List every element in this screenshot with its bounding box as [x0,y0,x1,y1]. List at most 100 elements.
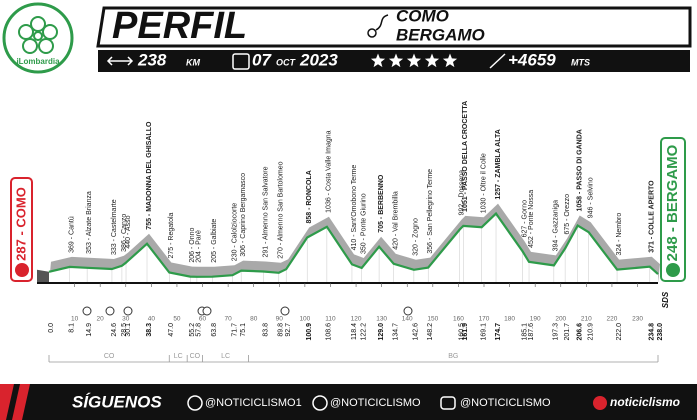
waypoint-label: 410 - Sant'Omobono Terme [351,165,358,251]
star [442,53,458,68]
waypoint-label: 452 - Ponte Nossa [528,190,535,248]
logo-flower [18,16,58,54]
x-tick-label: 30 [122,316,130,323]
km-label: 38.3 [146,323,153,337]
date-month: OCT [276,57,297,67]
brand-icon [593,396,607,410]
brand: noticiclismo [610,395,680,409]
logo-text: iLombardia [16,57,60,66]
km-label: 187.6 [528,323,535,341]
waypoint-label: 386 - Canzo [121,214,128,252]
km-label: 28.5 [121,323,128,337]
x-tick-label: 210 [581,316,592,323]
star [406,53,422,68]
x-tick-label: 220 [607,316,618,323]
rating [370,53,458,68]
waypoint-label: 324 - Nembro [616,213,623,256]
waypoint-label: 1036 - Costa Valle Imagna [326,130,333,212]
x-tick-label: 200 [555,316,566,323]
km-label: 234.8 [649,323,656,341]
km-label: 122.2 [361,323,368,341]
date-year: 2023 [299,50,338,69]
km-label: 174.7 [495,323,502,341]
region-label: LC [174,353,183,360]
route-to: BERGAMO [396,25,485,44]
x-tick-label: 90 [276,316,284,323]
logo-ring [2,2,74,74]
elevation-unit: MTS [571,57,590,67]
route-from: COMO [396,6,449,25]
footer-stripes [0,384,30,420]
social-handle: @NOTICICLISMO [460,397,551,409]
waypoint-label: 705 - BERBENNO [378,174,385,233]
km-label: 0.0 [48,323,55,333]
region-label: CO [104,353,115,360]
km-label: 118.4 [351,323,358,340]
start-label: 287 - COMO [13,187,28,261]
waypoint-label: 205 - Galbiate [211,219,218,263]
elevation-gain: +4659 [508,50,556,69]
social-icons [187,395,456,411]
waypoint-label: 291 - Almenno San Salvatore [262,166,269,257]
star [388,53,404,68]
footer-band [0,384,697,420]
waypoint-label: 353 - Alzate Brianza [86,191,93,254]
waypoint-label: 275 - Regatola [168,212,175,258]
x-tick-label: 170 [479,316,490,323]
distance: 238 [137,50,167,69]
waypoint-label: 627 - Gorno [521,200,528,237]
x-tick-label: 140 [402,316,413,323]
km-label: 134.7 [393,323,400,341]
x-tick-label: 70 [225,316,233,323]
start-wedge [37,269,49,283]
title-frame [96,6,692,48]
x-tick-label: 150 [427,316,438,323]
start-box [10,177,33,282]
start-icon [15,263,29,277]
km-label: 206.6 [576,323,583,341]
km-label: 57.8 [196,323,203,337]
waypoint-label: 1051 - PASSO DELLA CROCETTA [462,101,469,212]
km-label: 108.6 [326,323,333,341]
km-label: 161.9 [462,323,469,341]
date-day: 07 [252,50,272,69]
waypoint-label: 420 - Val Brembilla [393,191,400,250]
waypoint-label: 858 - RONCOLA [306,170,313,223]
km-label: 100.9 [306,323,313,341]
finish-box [660,137,686,282]
x-tick-label: 120 [351,316,362,323]
waypoint-label: 356 - San Pellegrino Terme [427,169,434,254]
waypoint-label: 204 - Parè [196,230,203,263]
km-label: 30.1 [125,323,132,337]
finish-label: 248 - BERGAMO [664,144,681,261]
waypoint-label: 270 - Almenno San Bartolomeo [278,161,285,258]
x-tick-label: 180 [504,316,515,323]
km-label: 142.6 [413,323,420,341]
km-label: 8.1 [69,323,76,333]
km-label: 201.7 [564,323,571,341]
x-tick-label: 130 [376,316,387,323]
x-tick-label: 160 [453,316,464,323]
route-icon [367,14,389,38]
waypoint-label: 230 - Calolziocorte [231,203,238,261]
waypoint-label: 206 - Onno [189,228,196,263]
waypoint-label: 946 - Selvino [587,177,594,218]
km-label: 210.9 [587,323,594,341]
follow-label: SÍGUENOS [72,392,162,411]
km-label: 55.2 [189,323,196,337]
waypoint-label: 371 - COLLE APERTO [649,180,656,253]
x-tick-label: 80 [250,316,258,323]
finish-icon [666,263,680,277]
distance-unit: KM [186,57,200,67]
km-label: 92.7 [285,323,292,337]
waypoint-label: 369 - Cantù [69,216,76,253]
waypoint-label: 394 - Gazzaniga [553,200,560,251]
waypoint-label: 306 - Caprino Bergamasco [240,173,247,257]
waypoint-label: 440 - Asso [125,215,132,248]
credit: SDS [661,291,670,308]
km-label: 24.6 [111,323,118,337]
waypoint-label: 675 - Orezzo [564,194,571,235]
km-label: 75.1 [240,323,247,337]
x-tick-label: 40 [148,316,156,323]
region-label: LC [221,353,230,360]
